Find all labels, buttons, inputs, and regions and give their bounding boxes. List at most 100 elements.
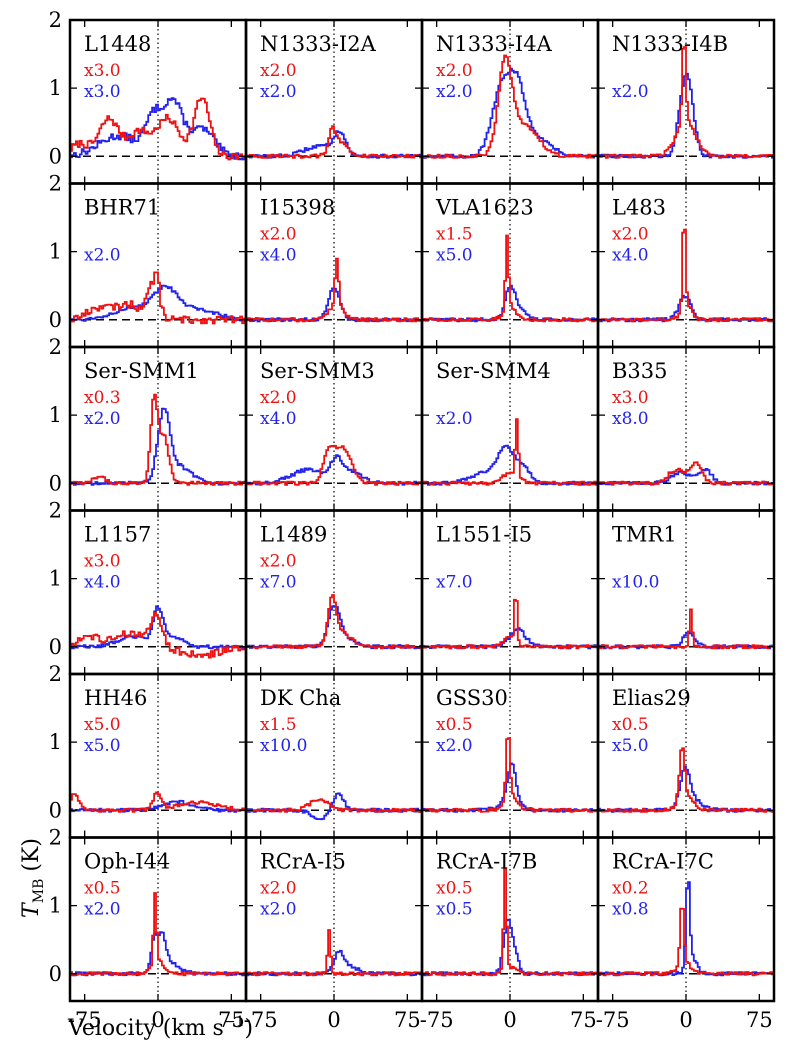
- red-spectrum: [70, 393, 246, 486]
- blue-scale-label: x2.0: [612, 82, 649, 102]
- blue-spectrum: [598, 294, 774, 323]
- panel-title: N1333-I2A: [260, 32, 377, 56]
- panel-title: TMR1: [612, 523, 677, 547]
- red-scale-label: x2.0: [260, 61, 297, 81]
- panel-title: N1333-I4A: [436, 32, 553, 56]
- panel-title: L1489: [260, 523, 327, 547]
- blue-spectrum: [70, 605, 246, 650]
- blue-scale-label: x10.0: [612, 573, 659, 593]
- x-tick-label: 75: [570, 1008, 597, 1032]
- blue-scale-label: x2.0: [436, 82, 473, 102]
- red-scale-label: x3.0: [84, 61, 121, 81]
- red-scale-label: x0.5: [84, 879, 121, 899]
- x-tick-label: 0: [151, 1008, 164, 1032]
- x-axis-label-close: ): [245, 1016, 254, 1041]
- y-tick-label: 0: [49, 962, 62, 986]
- red-spectrum: [598, 747, 774, 813]
- y-tick-label: 2: [49, 172, 62, 196]
- panel-title: BHR71: [84, 196, 160, 220]
- panel-title: VLA1623: [435, 196, 534, 220]
- panel-title: DK Cha: [260, 686, 341, 710]
- panel-rcra-i5: RCrA-I5 x2.0x2.0: [244, 836, 424, 1003]
- y-tick-label: 1: [49, 76, 62, 100]
- red-scale-label: x2.0: [260, 225, 297, 245]
- red-scale-label: x2.0: [260, 552, 297, 572]
- red-scale-label: x1.5: [260, 715, 297, 735]
- y-axis-label-subscript: MB: [31, 879, 47, 904]
- red-spectrum: [246, 594, 422, 650]
- red-scale-label: x0.3: [84, 388, 121, 408]
- red-spectrum: [246, 444, 422, 486]
- panel-title: L1551-I5: [436, 523, 532, 547]
- red-spectrum: [598, 461, 774, 486]
- red-spectrum: [598, 608, 774, 650]
- panel-title: HH46: [84, 686, 147, 710]
- blue-scale-label: x7.0: [260, 573, 297, 593]
- panel-title: RCrA-I5: [260, 850, 346, 874]
- y-tick-label: 2: [49, 499, 62, 523]
- panel-ser-smm1: Ser-SMM1 x0.3x2.0 0 1 2: [49, 335, 248, 512]
- x-tick-label: -75: [420, 1008, 454, 1032]
- panel-l1448: L1448 x3.0x3.0 0 1 2: [49, 8, 248, 185]
- red-scale-label: x3.0: [612, 388, 649, 408]
- y-axis-label-symbol: T: [19, 901, 44, 918]
- x-tick-label: 0: [327, 1008, 340, 1032]
- y-tick-label: 2: [49, 335, 62, 359]
- red-scale-label: x2.0: [260, 879, 297, 899]
- red-spectrum: [246, 929, 422, 977]
- x-axis-label-superscript: −1: [224, 1014, 245, 1030]
- panel-n1333-i4b: N1333-I4B x2.0: [596, 18, 776, 185]
- panel-ser-smm4: Ser-SMM4 x2.0: [420, 345, 600, 512]
- panel-title: Oph-I44: [84, 850, 170, 874]
- panel-l483: L483 x2.0x4.0: [596, 182, 776, 349]
- red-scale-label: x2.0: [612, 225, 649, 245]
- y-tick-label: 1: [49, 730, 62, 754]
- panel-title: Ser-SMM3: [260, 359, 375, 383]
- panel-title: I15398: [260, 196, 335, 220]
- panel-title: Ser-SMM4: [436, 359, 551, 383]
- blue-scale-label: x4.0: [260, 246, 297, 266]
- red-spectrum: [598, 907, 774, 977]
- x-axis-label: Velocity (km s−1): [67, 1014, 253, 1041]
- blue-scale-label: x10.0: [260, 736, 307, 756]
- panel-title: Ser-SMM1: [84, 359, 199, 383]
- red-spectrum: [422, 418, 598, 486]
- red-scale-label: x2.0: [260, 388, 297, 408]
- blue-scale-label: x0.5: [436, 900, 473, 920]
- x-tick-label: 75: [746, 1008, 773, 1032]
- blue-spectrum: [70, 97, 246, 161]
- red-scale-label: x0.5: [436, 879, 473, 899]
- y-tick-label: 0: [49, 308, 62, 332]
- panel-i15398: I15398 x2.0x4.0: [244, 182, 424, 349]
- blue-spectrum: [246, 454, 422, 486]
- panel-n1333-i2a: N1333-I2A x2.0x2.0: [244, 18, 424, 185]
- y-tick-label: 2: [49, 8, 62, 32]
- x-tick-label: -75: [68, 1008, 102, 1032]
- x-tick-label: -75: [244, 1008, 278, 1032]
- panel-oph-i44: Oph-I44 x0.5x2.0 0 1 2: [49, 826, 248, 1003]
- panel-l1157: L1157 x3.0x4.0 0 1 2: [49, 499, 248, 676]
- red-spectrum: [422, 867, 598, 977]
- red-spectrum: [246, 798, 422, 813]
- red-spectrum: [70, 892, 246, 977]
- y-tick-label: 1: [49, 403, 62, 427]
- y-tick-label: 1: [49, 567, 62, 591]
- y-tick-label: 2: [49, 662, 62, 686]
- panel-rcra-i7b: RCrA-I7B x0.5x0.5: [420, 836, 600, 1003]
- blue-scale-label: x7.0: [436, 573, 473, 593]
- blue-scale-label: x8.0: [612, 409, 649, 429]
- blue-spectrum: [70, 799, 246, 813]
- red-spectrum: [422, 54, 598, 159]
- x-tick-label: 0: [503, 1008, 516, 1032]
- panel-title: B335: [612, 359, 668, 383]
- y-axis-label-unit: (K): [19, 838, 44, 879]
- panel-l1551-i5: L1551-I5 x7.0: [420, 509, 600, 676]
- blue-scale-label: x2.0: [436, 736, 473, 756]
- panel-b335: B335 x3.0x8.0: [596, 345, 776, 512]
- panel-vla1623: VLA1623 x1.5x5.0: [420, 182, 600, 349]
- panel-l1489: L1489 x2.0x7.0: [244, 509, 424, 676]
- blue-scale-label: x5.0: [84, 736, 121, 756]
- panel-title: L483: [612, 196, 666, 220]
- panel-title: RCrA-I7B: [436, 850, 537, 874]
